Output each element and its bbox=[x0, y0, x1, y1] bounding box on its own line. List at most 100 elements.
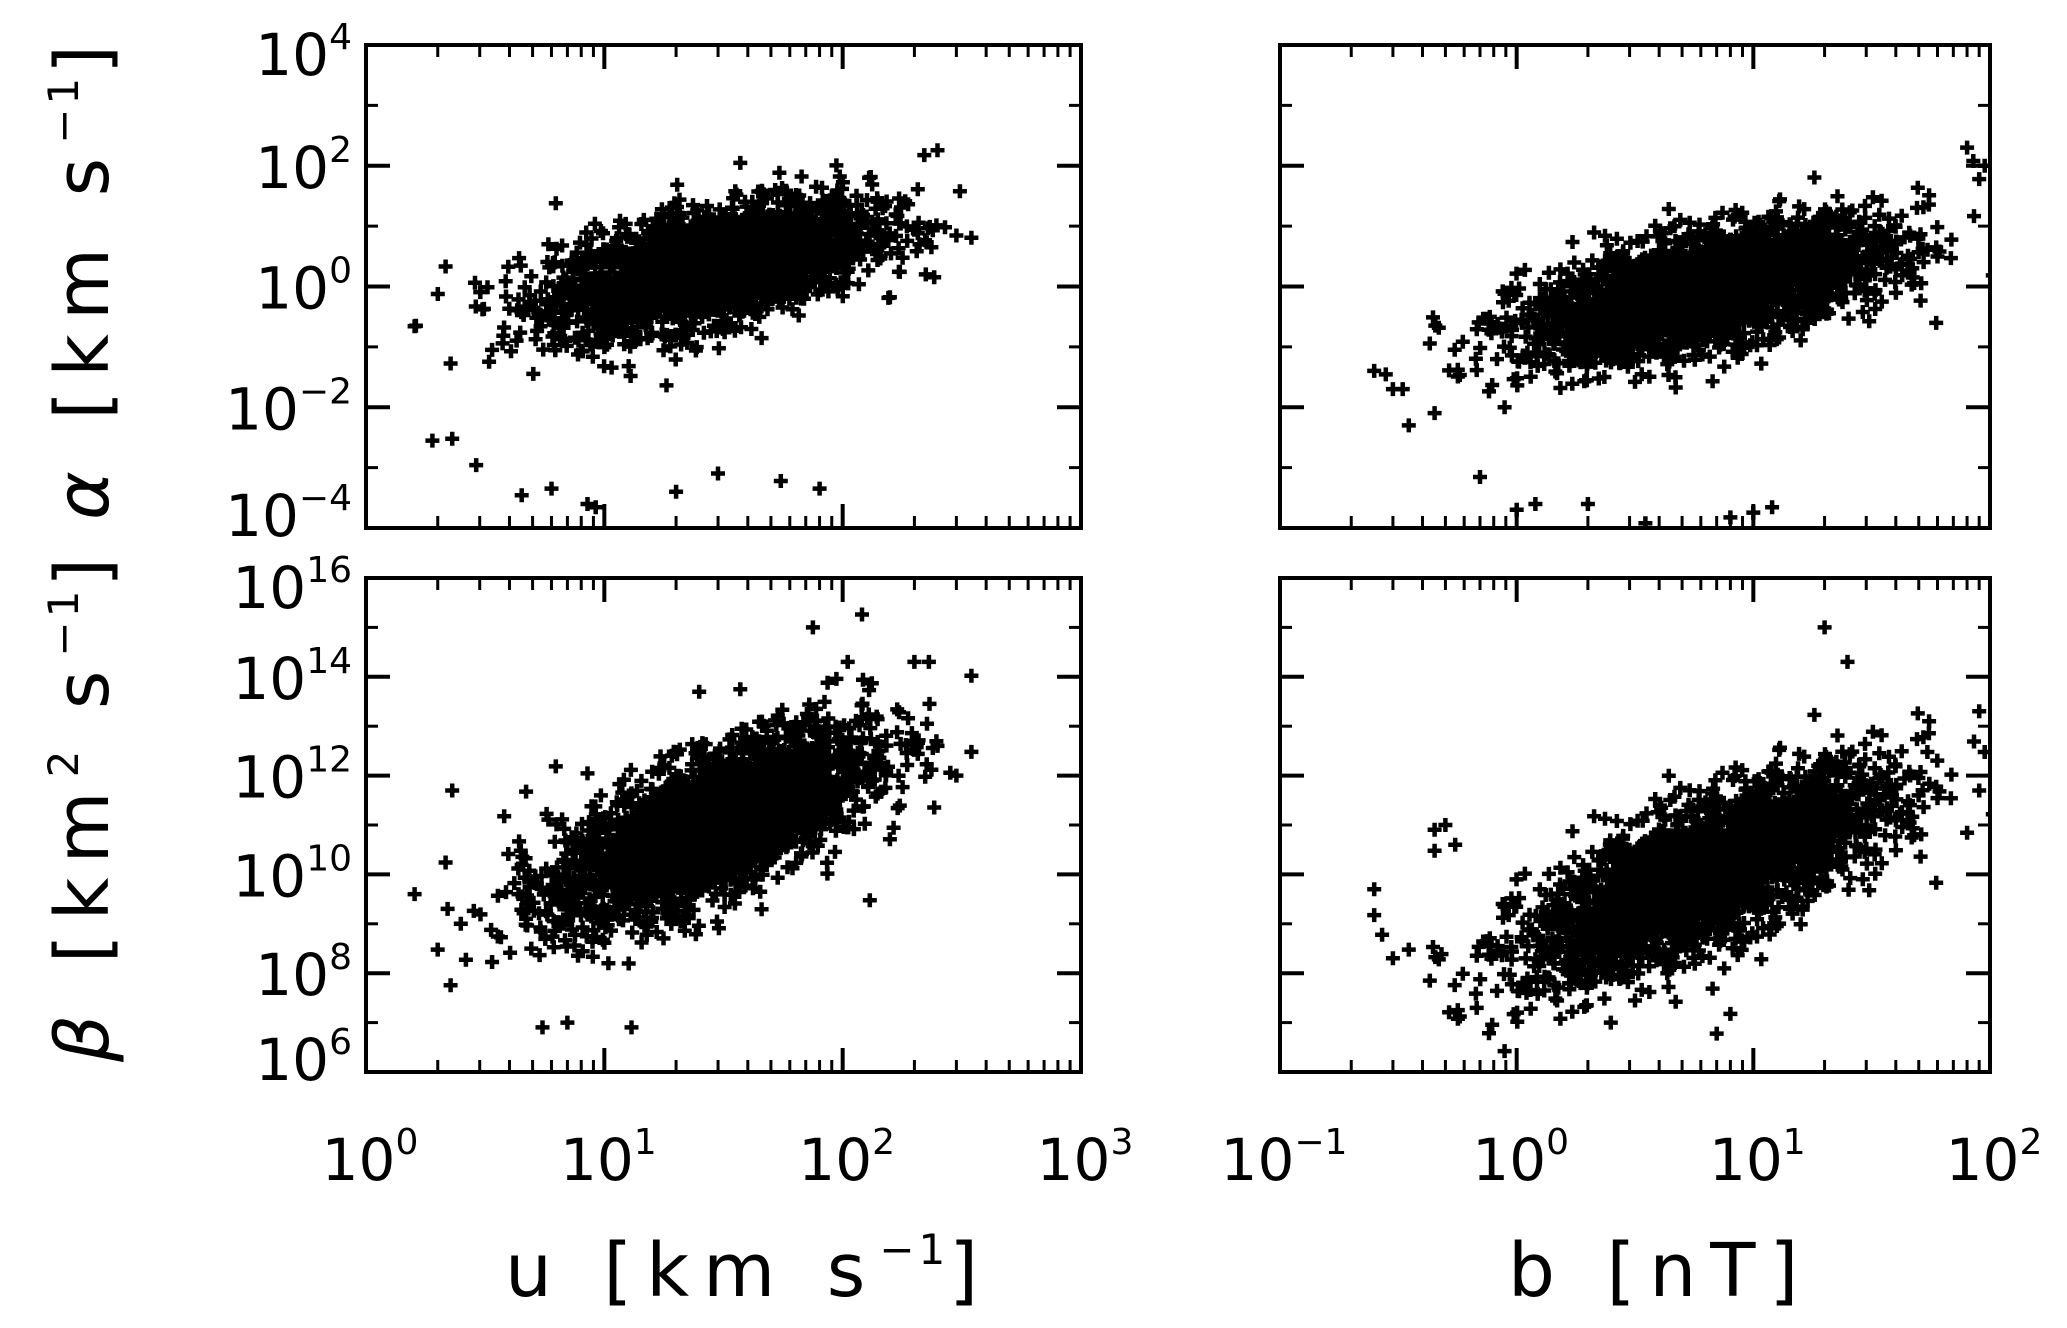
scatter-point bbox=[568, 330, 582, 345]
scatter-point bbox=[892, 264, 907, 279]
scatter-point bbox=[1585, 253, 1600, 268]
scatter-point bbox=[485, 342, 500, 357]
scatter-point bbox=[1754, 356, 1769, 371]
scatter-point bbox=[1868, 302, 1883, 316]
scatter-point bbox=[482, 354, 497, 369]
scatter-point bbox=[733, 155, 748, 170]
scatter-point bbox=[618, 301, 633, 316]
scatter-point bbox=[1793, 333, 1808, 348]
scatter-point bbox=[586, 289, 600, 304]
scatter-point bbox=[1822, 206, 1837, 221]
scatter-point bbox=[547, 255, 562, 270]
scatter-point bbox=[818, 195, 833, 210]
scatter-point bbox=[591, 320, 606, 335]
scatter-point bbox=[469, 458, 484, 473]
scatter-point bbox=[1621, 355, 1635, 370]
scatter-point bbox=[1943, 251, 1958, 266]
scatter-point bbox=[609, 231, 624, 246]
scatter-point bbox=[511, 292, 526, 307]
scatter-point bbox=[725, 200, 739, 215]
scatter-point bbox=[1431, 320, 1446, 335]
scatter-point bbox=[643, 251, 658, 266]
scatter-point bbox=[546, 317, 561, 332]
scatter-point bbox=[850, 241, 865, 256]
scatter-point bbox=[684, 252, 699, 267]
scatter-point bbox=[738, 269, 753, 284]
scatter-point bbox=[1745, 335, 1760, 350]
scatter-point bbox=[1455, 334, 1470, 349]
scatter-point bbox=[686, 272, 701, 287]
scatter-point bbox=[575, 325, 590, 340]
scatter-point bbox=[890, 208, 905, 223]
scatter-point bbox=[1841, 311, 1856, 326]
scatter-point bbox=[812, 481, 827, 496]
scatter-points bbox=[1367, 140, 2034, 528]
scatter-point bbox=[930, 143, 945, 158]
scatter-point bbox=[778, 198, 793, 213]
scatter-point bbox=[1705, 374, 1720, 389]
scatter-point bbox=[514, 305, 529, 320]
scatter-point bbox=[1725, 344, 1740, 359]
scatter-point bbox=[445, 431, 460, 446]
scatter-point bbox=[787, 191, 802, 206]
scatter-point bbox=[742, 218, 757, 233]
scatter-point bbox=[587, 216, 602, 231]
scatter-point bbox=[772, 165, 787, 180]
scatter-point bbox=[556, 270, 571, 285]
scatter-point bbox=[468, 275, 482, 290]
scatter-point bbox=[1579, 373, 1593, 388]
scatter-point bbox=[532, 309, 546, 324]
scatter-point bbox=[613, 213, 627, 228]
scatter-point bbox=[870, 253, 885, 267]
scatter-point bbox=[640, 269, 655, 283]
scatter-point bbox=[1538, 282, 1553, 297]
scatter-point bbox=[1648, 218, 1663, 233]
scatter-point bbox=[599, 251, 614, 266]
scatter-point bbox=[579, 333, 594, 347]
scatter-point bbox=[860, 193, 874, 208]
scatter-point bbox=[1855, 305, 1870, 319]
scatter-point bbox=[731, 285, 746, 300]
scatter-point bbox=[1553, 381, 1568, 395]
scatter-point bbox=[473, 285, 488, 300]
scatter-point bbox=[625, 335, 640, 350]
scatter-point bbox=[1734, 347, 1749, 361]
scatter-point bbox=[683, 301, 698, 316]
scatter-point bbox=[1721, 292, 1736, 307]
panel-alpha-vs-b bbox=[1278, 43, 2034, 530]
scatter-point bbox=[1469, 363, 1484, 378]
scatter-point bbox=[668, 352, 683, 367]
scatter-point bbox=[625, 545, 639, 559]
scatter-point bbox=[644, 310, 659, 325]
scatter-point bbox=[794, 291, 808, 306]
scatter-point bbox=[666, 282, 681, 297]
scatter-point bbox=[1499, 310, 1514, 325]
scatter-point bbox=[1490, 352, 1504, 367]
scatter-point bbox=[1922, 188, 1937, 203]
scatter-point bbox=[662, 209, 677, 224]
scatter-point bbox=[900, 233, 915, 248]
scatter-point bbox=[714, 244, 729, 258]
scatter-point bbox=[1916, 200, 1931, 215]
scatter-point bbox=[2020, 205, 2034, 219]
scatter-point bbox=[502, 301, 517, 316]
scatter-point bbox=[1905, 261, 1920, 276]
scatter-point bbox=[882, 290, 897, 305]
scatter-point bbox=[548, 196, 563, 211]
scatter-points bbox=[407, 143, 979, 559]
scatter-point bbox=[1911, 245, 1926, 260]
scatter-point bbox=[876, 234, 891, 249]
scatter-point bbox=[670, 177, 685, 192]
scatter-point bbox=[747, 279, 761, 294]
scatter-point bbox=[714, 287, 729, 302]
scatter-point bbox=[762, 207, 777, 222]
scatter-point bbox=[1802, 287, 1817, 302]
scatter-point bbox=[711, 341, 726, 356]
scatter-point bbox=[711, 219, 726, 233]
scatter-point bbox=[687, 316, 702, 331]
scatter-point bbox=[777, 222, 792, 236]
scatter-point bbox=[807, 272, 822, 287]
scatter-point bbox=[591, 249, 606, 264]
scatter-point bbox=[891, 241, 906, 256]
